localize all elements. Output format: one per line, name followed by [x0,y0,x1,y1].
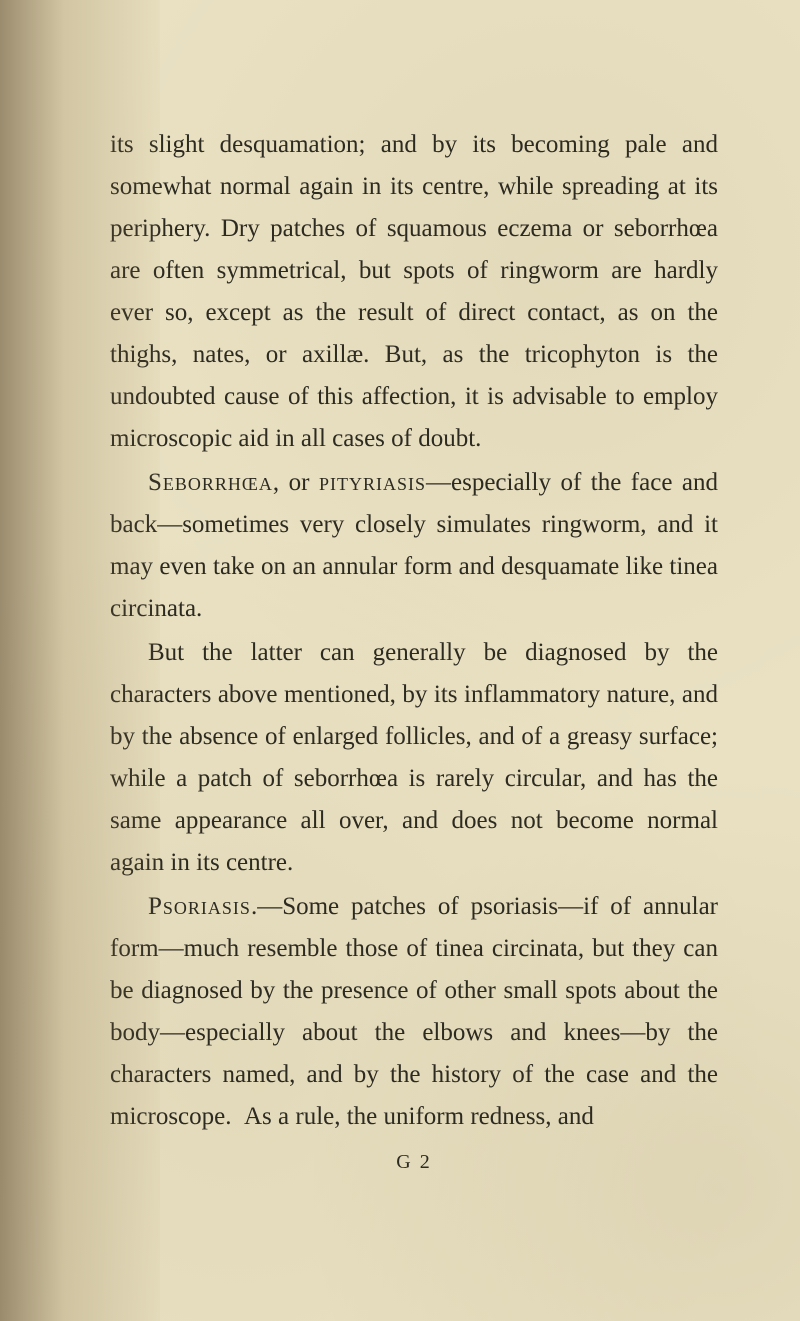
p2-mid1: , or [273,469,319,496]
p4-rest: .—Some patches of psoriasis—if of annula… [110,893,718,1130]
paragraph-3: But the latter can generally be diagnose… [110,632,718,884]
signature-mark: G 2 [110,1146,718,1180]
paragraph-1: its slight desquamation; and by its beco… [110,124,718,460]
smallcaps-psoriasis: Psoriasis [148,893,251,920]
page: FROM SEBORRHŒA, AND PSORIASIS. 83 its sl… [0,0,800,1321]
body-text: its slight desquamation; and by its beco… [110,124,718,1180]
smallcaps-seborrhoea: Seborrhœa [148,469,273,496]
paragraph-2: Seborrhœa, or pityriasis—especially of t… [110,462,718,630]
smallcaps-pityriasis: pityriasis [319,469,426,496]
paragraph-4: Psoriasis.—Some patches of psoriasis—if … [110,886,718,1138]
